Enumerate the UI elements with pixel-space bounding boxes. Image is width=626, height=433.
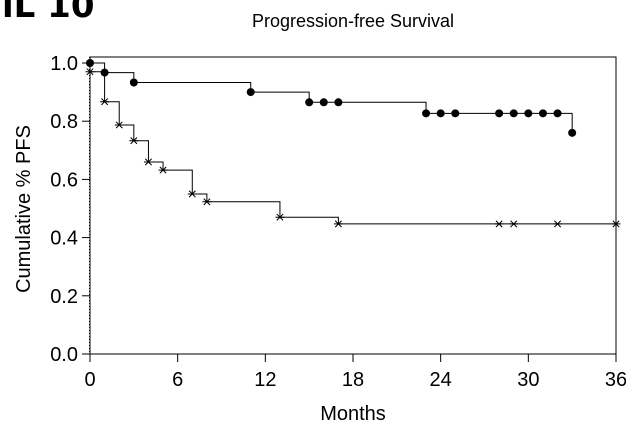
censor-marker-asterisk — [100, 98, 110, 106]
x-axis-title: Months — [320, 403, 386, 425]
x-tick-label: 0 — [84, 369, 95, 391]
y-tick-label: 1.0 — [50, 53, 78, 75]
censor-marker-asterisk — [611, 220, 621, 228]
censor-marker-asterisk — [187, 190, 197, 198]
y-tick-label: 0.0 — [50, 344, 78, 366]
censor-marker-circle — [509, 109, 518, 118]
censor-marker-asterisk — [553, 220, 563, 228]
censor-marker-circle — [422, 109, 431, 118]
censor-marker-asterisk — [129, 137, 139, 145]
censor-marker-asterisk — [158, 166, 168, 174]
censor-marker-asterisk — [202, 198, 212, 206]
x-tick-label: 6 — [172, 369, 183, 391]
y-ticks: 0.0 0.2 0.4 0.6 0.8 1.0 — [50, 53, 90, 366]
censor-marker-asterisk — [143, 158, 153, 166]
x-tick-label: 24 — [430, 369, 452, 391]
series-1-step-line — [90, 62, 573, 133]
censor-marker-circle — [246, 88, 255, 97]
censor-marker-circle — [305, 98, 314, 107]
series-2-step-line — [90, 71, 616, 225]
censor-marker-circle — [319, 98, 328, 107]
censor-marker-asterisk — [494, 220, 504, 228]
censor-marker-circle — [334, 98, 343, 107]
chart-title: Progression-free Survival — [252, 11, 454, 31]
censor-marker-asterisk — [333, 220, 343, 228]
x-tick-label: 12 — [254, 369, 276, 391]
y-axis-title: Cumulative % PFS — [13, 125, 35, 293]
series-2 — [85, 68, 621, 228]
censor-marker-circle — [495, 109, 504, 118]
y-tick-label: 0.2 — [50, 286, 78, 308]
censor-marker-asterisk — [85, 68, 95, 76]
censor-marker-circle — [451, 109, 460, 118]
censor-marker-circle — [524, 109, 533, 118]
censor-marker-circle — [538, 109, 547, 118]
y-tick-label: 0.4 — [50, 228, 78, 250]
censor-marker-asterisk — [509, 220, 519, 228]
censor-marker-circle — [86, 59, 94, 67]
censor-marker-circle — [129, 78, 138, 87]
censor-marker-circle — [568, 128, 577, 137]
x-tick-label: 36 — [605, 369, 626, 391]
figure-label: ıL 10 — [2, 0, 95, 26]
x-ticks: 0 6 12 18 24 30 36 — [84, 354, 626, 391]
series-layer — [85, 59, 621, 228]
plot-frame — [89, 56, 617, 355]
censor-marker-asterisk — [114, 121, 124, 129]
y-tick-label: 0.8 — [50, 111, 78, 133]
series-1 — [86, 59, 577, 137]
y-tick-label: 0.6 — [50, 169, 78, 191]
x-tick-label: 30 — [517, 369, 539, 391]
censor-marker-circle — [553, 109, 562, 118]
x-tick-label: 18 — [342, 369, 364, 391]
censor-marker-circle — [436, 109, 445, 118]
censor-marker-asterisk — [275, 213, 285, 221]
